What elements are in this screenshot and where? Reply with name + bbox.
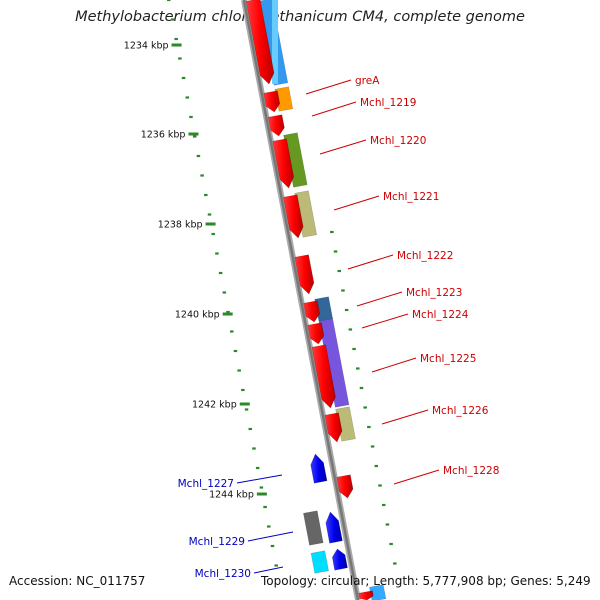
forward-gene-label: Mchl_1222	[397, 250, 453, 262]
label-leader	[381, 409, 429, 425]
accession-text: Accession: NC_011757	[9, 574, 146, 588]
reverse-gene-label: Mchl_1229	[189, 536, 245, 548]
cog-box-cyan	[310, 550, 329, 574]
label-leader	[305, 79, 352, 95]
label-leader	[393, 469, 440, 485]
reverse-gene-arrow	[331, 548, 348, 571]
forward-gene-label: Mchl_1220	[370, 135, 426, 147]
label-leader	[311, 101, 357, 117]
label-leader	[371, 357, 417, 373]
kbp-label: 1244 kbp	[209, 490, 254, 501]
kbp-label: 1238 kbp	[158, 220, 203, 231]
label-leader	[333, 195, 380, 211]
label-leader	[236, 474, 283, 484]
label-leader	[347, 254, 394, 270]
reverse-gene-label: Mchl_1227	[178, 478, 234, 490]
forward-gene-arrow	[245, 0, 275, 85]
forward-gene-arrow	[272, 138, 295, 189]
reverse-gene-arrow	[310, 453, 328, 484]
cog-box-gray	[303, 510, 324, 546]
forward-gene-arrow	[307, 322, 325, 345]
kbp-label: 1236 kbp	[141, 130, 186, 141]
forward-gene-label: Mchl_1223	[406, 287, 462, 299]
label-leader	[356, 291, 403, 307]
map-title: Methylobacterium chloromethanicum CM4, c…	[75, 9, 525, 25]
label-leader	[361, 313, 409, 329]
kbp-label: 1240 kbp	[175, 310, 220, 321]
backbone-track	[241, 0, 361, 600]
forward-gene-arrow	[324, 412, 343, 443]
tick-marks: 1234 kbp 1236 kbp 1238 kbp 1240 kbp 1242 kbp…	[124, 0, 397, 567]
label-leader	[253, 566, 284, 574]
kbp-label: 1234 kbp	[124, 41, 169, 52]
forward-gene-arrow	[263, 90, 281, 113]
forward-gene-label: Mchl_1225	[420, 353, 476, 365]
forward-gene-label: greA	[355, 75, 380, 87]
topology-text: Topology: circular; Length: 5,777,908 bp…	[261, 574, 591, 588]
forward-gene-label: Mchl_1226	[432, 405, 489, 417]
cog-box-top-cyan	[272, 0, 278, 84]
label-leader	[319, 139, 367, 155]
forward-gene-arrow	[283, 194, 304, 239]
forward-gene-arrow	[303, 300, 321, 323]
forward-gene-arrow	[358, 590, 374, 600]
reverse-gene-label: Mchl_1230	[195, 568, 251, 580]
reverse-gene-arrow	[325, 511, 343, 544]
cog-track	[257, 0, 387, 600]
forward-gene-arrow	[267, 114, 285, 137]
forward-gene-arrow	[294, 254, 315, 295]
forward-gene-label: Mchl_1224	[412, 309, 469, 321]
label-leader	[247, 531, 294, 542]
forward-gene-label: Mchl_1228	[443, 465, 499, 477]
forward-gene-arrow	[311, 344, 336, 409]
forward-gene-arrow	[336, 474, 354, 499]
backbone-line-core	[242, 0, 360, 600]
forward-gene-label: Mchl_1221	[383, 191, 439, 203]
forward-gene-label: Mchl_1219	[360, 97, 416, 109]
gene-arrows	[245, 0, 374, 600]
gene-labels: greA Mchl_1219 Mchl_1220 Mchl_1221 Mchl_1222…	[178, 75, 500, 580]
kbp-label: 1242 kbp	[192, 400, 237, 411]
